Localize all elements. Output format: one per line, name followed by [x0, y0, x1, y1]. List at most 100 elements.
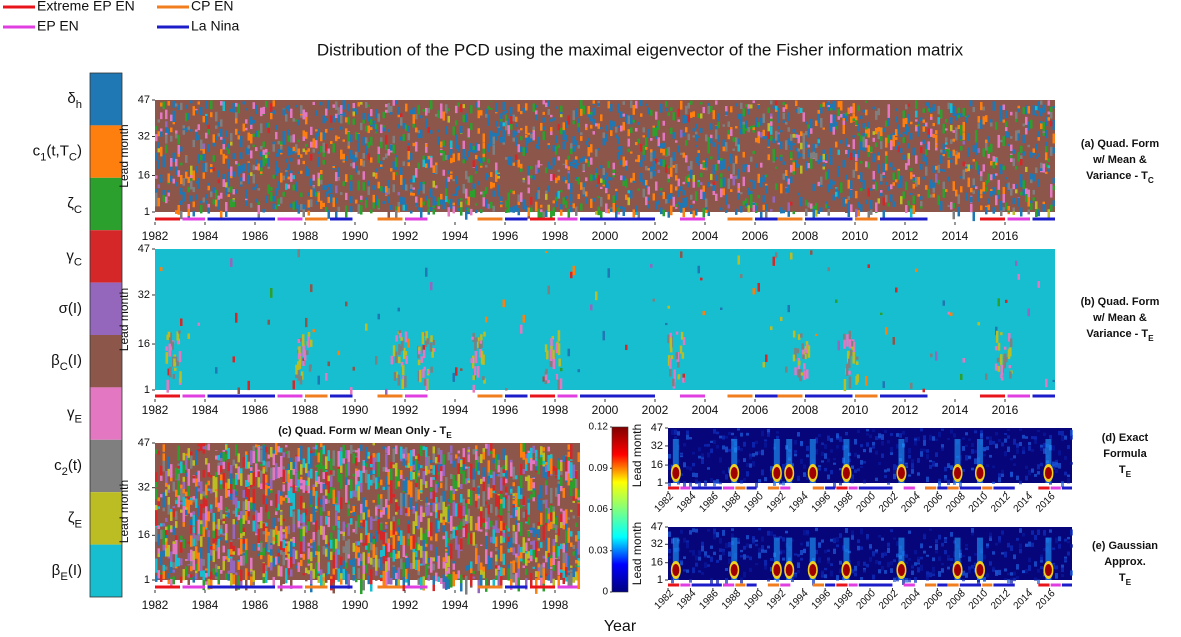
heatmap-texture [267, 123, 270, 134]
heatmap-texture [580, 158, 583, 163]
heatmap-texture [602, 173, 605, 181]
heatmap-texture [687, 133, 690, 141]
heatmap-texture [820, 176, 823, 185]
heatmap-texture [875, 142, 878, 148]
heatmap-texture [162, 444, 165, 452]
heatmap-texture [275, 125, 278, 130]
heatmap-texture [557, 379, 561, 390]
x-tick-label: 1982 [142, 229, 169, 243]
heatmap-texture [315, 562, 318, 578]
heatmap-texture [375, 555, 378, 571]
heatmap-texture [225, 201, 228, 212]
heatmap-texture [360, 533, 363, 540]
heatmap-texture [700, 189, 703, 200]
factor-label: γC [66, 247, 82, 268]
heatmap-texture [340, 569, 343, 579]
heatmap-texture [677, 375, 680, 380]
heatmap-texture [885, 137, 888, 148]
heatmap-texture [387, 180, 390, 189]
heatmap-texture [401, 379, 404, 390]
heatmap-texture [377, 502, 380, 510]
heatmap-texture [1010, 188, 1013, 196]
heatmap-texture [805, 141, 808, 149]
heatmap-texture [295, 456, 298, 473]
heatmap-texture [760, 211, 763, 220]
heatmap-texture [387, 557, 390, 571]
heatmap-texture [997, 192, 1000, 199]
heatmap-texture [752, 180, 755, 190]
heatmap-texture [297, 249, 300, 258]
heatmap-texture [307, 192, 310, 195]
x-tick-label: 2012 [892, 229, 919, 243]
heatmap-texture [1003, 346, 1007, 350]
text-part: 1 [40, 152, 46, 164]
heatmap-texture [401, 340, 404, 351]
heatmap-texture [1040, 162, 1043, 169]
heatmap-texture [642, 179, 645, 186]
heatmap-texture [460, 557, 463, 570]
heatmap-texture [427, 456, 430, 467]
heatmap-texture [910, 205, 913, 209]
heatmap-texture [1052, 200, 1055, 207]
heatmap-texture [347, 103, 350, 112]
heatmap-texture [375, 168, 378, 172]
heatmap-texture [167, 485, 170, 490]
heatmap-texture [225, 209, 228, 217]
heatmap-texture [1040, 100, 1043, 105]
heatmap-texture [440, 450, 443, 465]
heatmap-texture [335, 538, 338, 554]
heatmap-texture [232, 102, 235, 113]
heatmap-texture [800, 142, 803, 150]
heatmap-texture [1005, 121, 1008, 131]
heatmap-texture [950, 201, 953, 210]
heatmap-texture [1007, 210, 1010, 213]
heatmap-texture [305, 170, 308, 177]
heatmap-texture [457, 474, 460, 488]
heatmap-texture [472, 542, 475, 546]
heatmap-texture [230, 133, 233, 141]
heatmap-texture [287, 450, 290, 459]
heatmap-texture [277, 497, 280, 511]
heatmap-texture [607, 176, 610, 181]
heatmap-texture [952, 138, 955, 142]
heatmap-texture [960, 125, 963, 135]
heatmap-texture [860, 135, 863, 142]
heatmap-texture [572, 110, 575, 121]
heatmap-texture [560, 367, 563, 372]
panel-label: (a) Quad. Form [1081, 138, 1159, 150]
heatmap-texture [762, 362, 765, 368]
heatmap-texture [162, 189, 165, 196]
heatmap-texture [362, 565, 365, 574]
heatmap-texture [395, 572, 398, 579]
heatmap-texture [802, 153, 805, 160]
heatmap-texture [475, 506, 478, 515]
heatmap-texture [475, 209, 478, 214]
heatmap-texture [912, 174, 915, 177]
heatmap-texture [910, 167, 913, 172]
heatmap-texture [157, 483, 160, 498]
heatmap-texture [242, 501, 245, 516]
heatmap-texture [480, 158, 483, 164]
heatmap-texture [375, 109, 378, 118]
heatmap-texture [560, 189, 563, 193]
heatmap-texture [887, 104, 890, 111]
heatmap-texture [267, 476, 270, 483]
heatmap-texture [535, 192, 538, 200]
heatmap-texture [552, 200, 555, 204]
heatmap-texture [160, 146, 163, 157]
heatmap-texture [205, 445, 208, 450]
heatmap-texture [237, 466, 240, 480]
heatmap-texture [1017, 197, 1020, 207]
heatmap-texture [490, 551, 493, 558]
heatmap-texture [285, 568, 288, 584]
heatmap-texture [542, 111, 545, 115]
heatmap-texture [299, 338, 302, 342]
heatmap-texture [270, 545, 273, 550]
heatmap-texture [252, 451, 255, 464]
heatmap-texture [855, 208, 858, 218]
factor-label: βE(I) [52, 562, 82, 583]
heatmap-texture [232, 551, 235, 555]
heatmap-texture [430, 157, 433, 168]
text-part: ζ [68, 509, 75, 526]
heatmap-texture [937, 180, 940, 185]
